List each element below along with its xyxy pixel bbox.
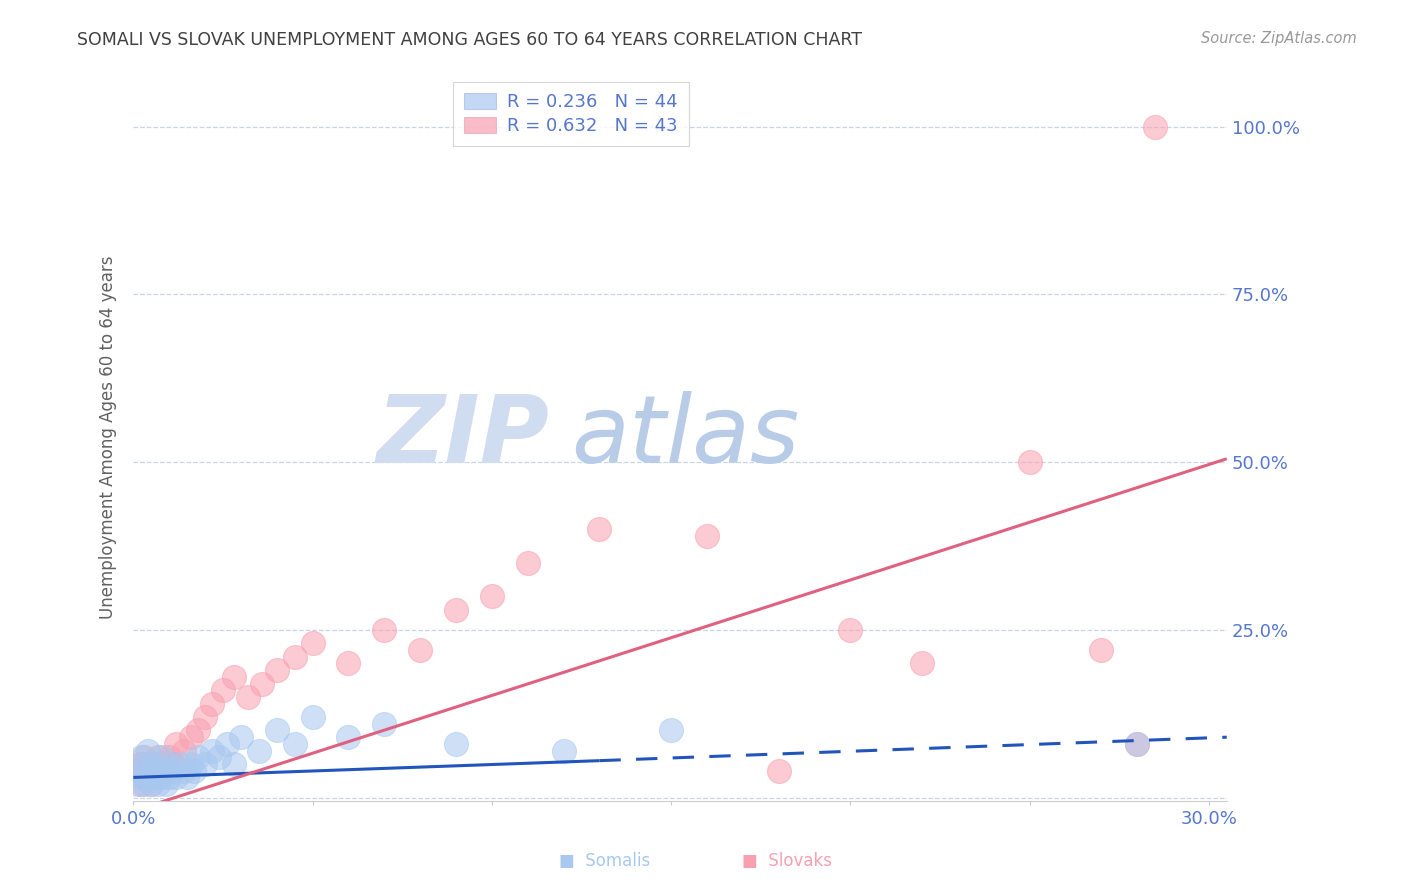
- Point: [129, 777, 152, 791]
- Point: [1144, 120, 1167, 134]
- Point: [284, 649, 307, 664]
- Point: [132, 750, 155, 764]
- Point: [136, 764, 159, 778]
- Point: [141, 777, 163, 791]
- Point: [132, 777, 155, 791]
- Point: [659, 723, 682, 738]
- Point: [911, 657, 934, 671]
- Point: [266, 723, 288, 738]
- Point: [215, 737, 238, 751]
- Point: [266, 663, 288, 677]
- Point: [125, 764, 148, 778]
- Point: [236, 690, 259, 704]
- Point: [444, 603, 467, 617]
- Text: ■  Slovaks: ■ Slovaks: [742, 852, 832, 870]
- Point: [148, 750, 170, 764]
- Point: [157, 771, 180, 785]
- Point: [132, 771, 155, 785]
- Point: [839, 623, 862, 637]
- Point: [212, 683, 235, 698]
- Point: [187, 750, 209, 764]
- Point: [141, 777, 163, 791]
- Point: [1018, 455, 1040, 469]
- Point: [129, 771, 152, 785]
- Point: [201, 743, 224, 757]
- Point: [150, 750, 173, 764]
- Text: Source: ZipAtlas.com: Source: ZipAtlas.com: [1201, 31, 1357, 46]
- Point: [129, 757, 152, 772]
- Point: [301, 710, 323, 724]
- Point: [222, 757, 245, 772]
- Point: [247, 743, 270, 757]
- Point: [1126, 737, 1149, 751]
- Point: [157, 757, 180, 772]
- Point: [165, 737, 187, 751]
- Point: [162, 764, 184, 778]
- Point: [183, 764, 205, 778]
- Point: [148, 771, 170, 785]
- Point: [201, 697, 224, 711]
- Point: [252, 676, 274, 690]
- Point: [169, 757, 191, 772]
- Point: [125, 764, 148, 778]
- Point: [165, 771, 187, 785]
- Point: [148, 764, 170, 778]
- Point: [143, 757, 166, 772]
- Point: [132, 757, 155, 772]
- Point: [337, 730, 360, 744]
- Point: [155, 764, 177, 778]
- Point: [125, 777, 148, 791]
- Point: [173, 764, 195, 778]
- Point: [155, 764, 177, 778]
- Point: [176, 771, 198, 785]
- Point: [187, 723, 209, 738]
- Point: [150, 757, 173, 772]
- Text: SOMALI VS SLOVAK UNEMPLOYMENT AMONG AGES 60 TO 64 YEARS CORRELATION CHART: SOMALI VS SLOVAK UNEMPLOYMENT AMONG AGES…: [77, 31, 862, 49]
- Point: [173, 743, 195, 757]
- Point: [141, 757, 163, 772]
- Text: ZIP: ZIP: [375, 391, 548, 483]
- Point: [373, 716, 395, 731]
- Point: [553, 743, 575, 757]
- Legend: R = 0.236   N = 44, R = 0.632   N = 43: R = 0.236 N = 44, R = 0.632 N = 43: [453, 82, 689, 145]
- Point: [143, 764, 166, 778]
- Point: [208, 750, 231, 764]
- Point: [409, 643, 432, 657]
- Point: [1090, 643, 1112, 657]
- Point: [284, 737, 307, 751]
- Point: [301, 636, 323, 650]
- Text: atlas: atlas: [571, 392, 799, 483]
- Point: [129, 750, 152, 764]
- Point: [373, 623, 395, 637]
- Point: [155, 777, 177, 791]
- Point: [194, 710, 217, 724]
- Point: [150, 771, 173, 785]
- Point: [1126, 737, 1149, 751]
- Text: ■  Somalis: ■ Somalis: [560, 852, 650, 870]
- Point: [136, 771, 159, 785]
- Point: [444, 737, 467, 751]
- Point: [696, 529, 718, 543]
- Point: [768, 764, 790, 778]
- Point: [162, 757, 184, 772]
- Point: [141, 764, 163, 778]
- Point: [337, 657, 360, 671]
- Point: [481, 589, 503, 603]
- Point: [180, 730, 202, 744]
- Point: [148, 777, 170, 791]
- Point: [143, 771, 166, 785]
- Point: [588, 522, 610, 536]
- Y-axis label: Unemployment Among Ages 60 to 64 years: Unemployment Among Ages 60 to 64 years: [100, 255, 117, 619]
- Point: [180, 757, 202, 772]
- Point: [229, 730, 252, 744]
- Point: [136, 743, 159, 757]
- Point: [222, 670, 245, 684]
- Point: [516, 556, 538, 570]
- Point: [157, 750, 180, 764]
- Point: [194, 757, 217, 772]
